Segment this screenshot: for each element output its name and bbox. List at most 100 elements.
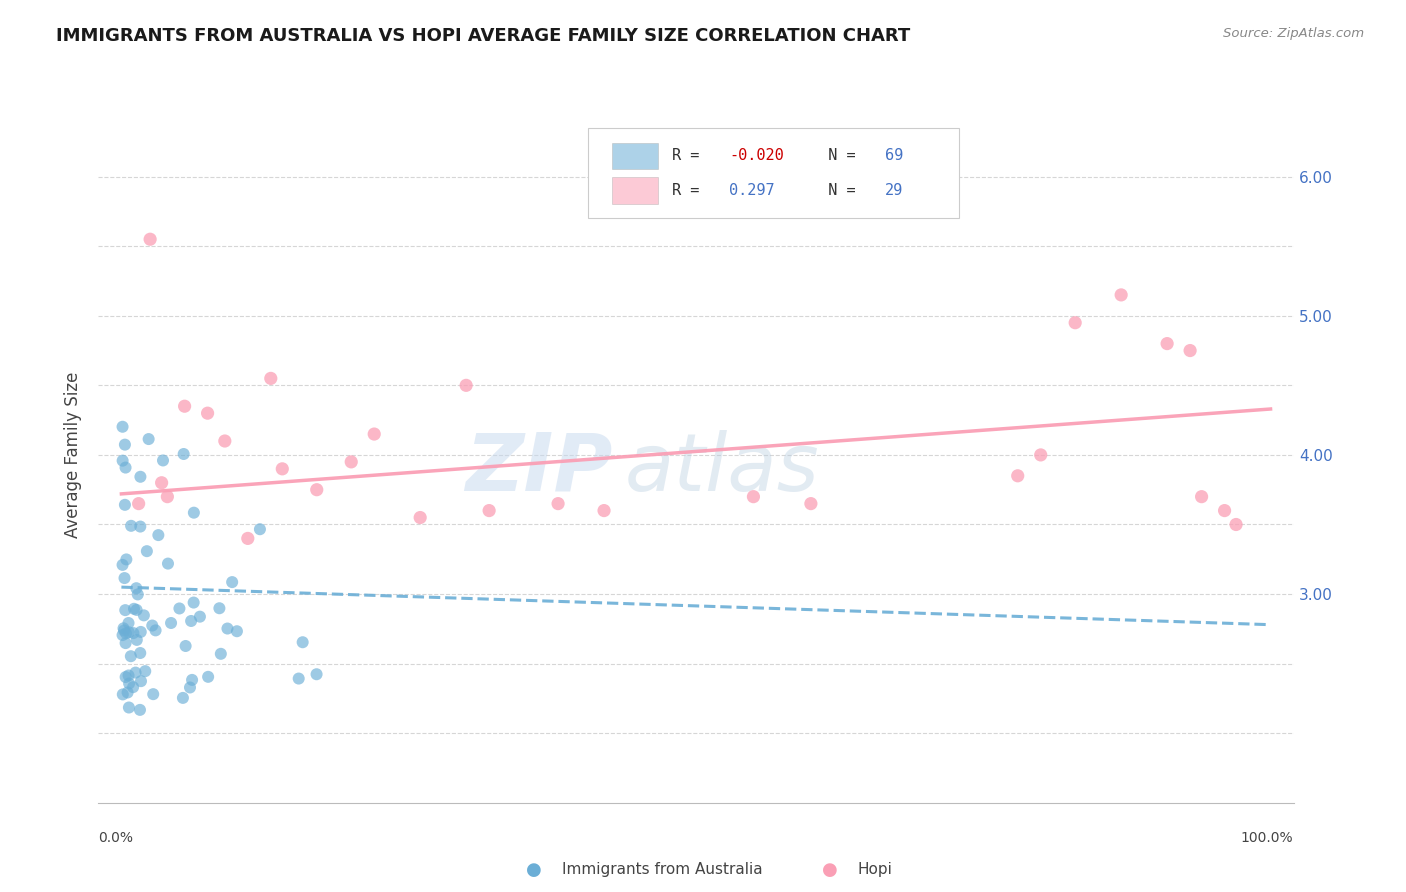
Point — [124, 665, 146, 680]
Point — [132, 608, 155, 623]
Point — [226, 624, 249, 639]
Text: IMMIGRANTS FROM AUSTRALIA VS HOPI AVERAGE FAMILY SIZE CORRELATION CHART: IMMIGRANTS FROM AUSTRALIA VS HOPI AVERAG… — [56, 27, 911, 45]
Point — [188, 609, 211, 624]
Point — [291, 635, 314, 649]
Point — [214, 434, 236, 448]
Point — [114, 460, 136, 475]
Text: 69: 69 — [884, 148, 903, 163]
Point — [181, 673, 204, 687]
Point — [112, 624, 135, 638]
Point — [169, 601, 191, 615]
Point — [1156, 336, 1178, 351]
Point — [127, 587, 149, 601]
Point — [114, 636, 136, 650]
Point — [180, 614, 202, 628]
Point — [139, 232, 162, 246]
Point — [122, 680, 145, 694]
Point — [183, 596, 205, 610]
Point — [114, 498, 136, 512]
Point — [152, 453, 174, 467]
Point — [260, 371, 283, 385]
Text: R =: R = — [672, 183, 709, 198]
Point — [111, 419, 134, 434]
Point — [129, 703, 152, 717]
Point — [340, 455, 363, 469]
Text: ●: ● — [821, 861, 838, 879]
Text: N =: N = — [810, 183, 865, 198]
Point — [287, 672, 309, 686]
Point — [118, 676, 141, 690]
Point — [1213, 503, 1236, 517]
Point — [179, 681, 201, 695]
Text: ZIP: ZIP — [465, 430, 613, 508]
Point — [305, 483, 328, 497]
Point — [118, 625, 141, 640]
Point — [125, 603, 148, 617]
Bar — [613, 178, 658, 203]
Point — [209, 647, 232, 661]
Bar — [613, 143, 658, 169]
Point — [409, 510, 432, 524]
Point — [129, 519, 152, 533]
Point — [156, 490, 179, 504]
Point — [271, 462, 294, 476]
Y-axis label: Average Family Size: Average Family Size — [65, 372, 83, 538]
Point — [156, 557, 179, 571]
Point — [547, 497, 569, 511]
Text: Immigrants from Australia: Immigrants from Australia — [562, 863, 763, 877]
Point — [111, 687, 134, 701]
Point — [456, 378, 478, 392]
Text: -0.020: -0.020 — [730, 148, 785, 163]
Text: Source: ZipAtlas.com: Source: ZipAtlas.com — [1223, 27, 1364, 40]
Point — [172, 690, 194, 705]
Point — [135, 544, 157, 558]
FancyBboxPatch shape — [588, 128, 959, 219]
Point — [142, 687, 165, 701]
Point — [115, 626, 138, 640]
Point — [742, 490, 765, 504]
Point — [134, 664, 156, 678]
Text: 0.0%: 0.0% — [98, 830, 134, 845]
Point — [129, 470, 152, 484]
Point — [1007, 468, 1029, 483]
Point — [236, 532, 259, 546]
Point — [111, 453, 134, 467]
Point — [148, 528, 170, 542]
Point — [141, 618, 163, 632]
Point — [208, 601, 231, 615]
Point — [363, 427, 385, 442]
Point — [800, 497, 823, 511]
Point — [145, 624, 167, 638]
Text: ●: ● — [526, 861, 543, 879]
Point — [197, 406, 219, 420]
Point — [125, 581, 148, 595]
Point — [111, 558, 134, 572]
Point — [129, 646, 152, 660]
Point — [114, 670, 136, 684]
Point — [117, 668, 139, 682]
Point — [593, 503, 616, 517]
Point — [125, 632, 148, 647]
Point — [114, 571, 136, 585]
Point — [221, 575, 243, 590]
Point — [122, 602, 145, 616]
Point — [1178, 343, 1201, 358]
Point — [117, 615, 139, 630]
Point — [150, 475, 173, 490]
Point — [478, 503, 501, 517]
Text: R =: R = — [672, 148, 709, 163]
Point — [117, 685, 139, 699]
Text: Hopi: Hopi — [858, 863, 893, 877]
Text: atlas: atlas — [624, 430, 820, 508]
Text: 100.0%: 100.0% — [1241, 830, 1294, 845]
Point — [1064, 316, 1087, 330]
Point — [173, 447, 195, 461]
Point — [138, 432, 160, 446]
Point — [249, 522, 271, 536]
Point — [120, 518, 142, 533]
Point — [115, 552, 138, 566]
Point — [305, 667, 328, 681]
Point — [183, 506, 205, 520]
Point — [1109, 288, 1132, 302]
Point — [128, 497, 150, 511]
